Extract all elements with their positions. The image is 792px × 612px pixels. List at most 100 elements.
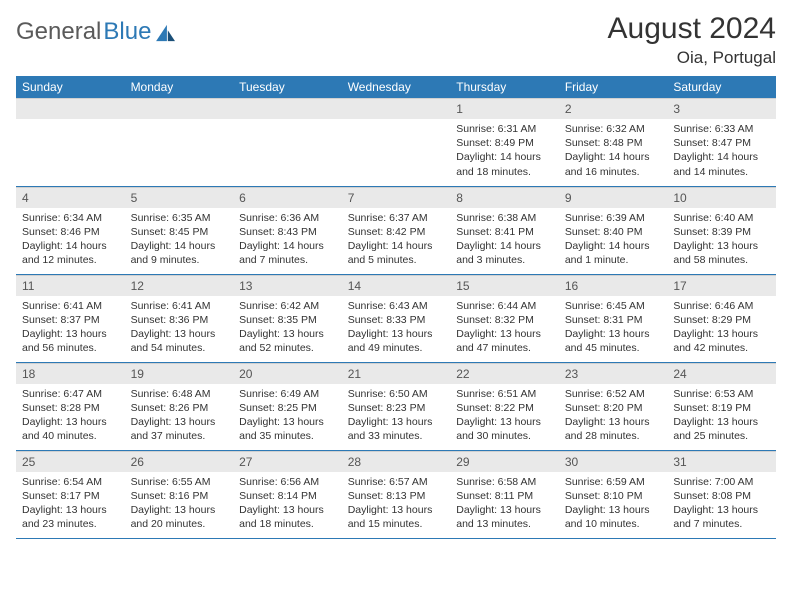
calendar-empty-cell bbox=[125, 98, 234, 186]
sunrise-text: Sunrise: 6:45 AM bbox=[565, 299, 662, 313]
sunrise-text: Sunrise: 6:48 AM bbox=[131, 387, 228, 401]
day-body: Sunrise: 6:47 AMSunset: 8:28 PMDaylight:… bbox=[16, 384, 125, 448]
sunset-text: Sunset: 8:45 PM bbox=[131, 225, 228, 239]
sunrise-text: Sunrise: 6:56 AM bbox=[239, 475, 336, 489]
calendar-body: 1Sunrise: 6:31 AMSunset: 8:49 PMDaylight… bbox=[16, 98, 776, 538]
daylight-text: Daylight: 13 hours and 10 minutes. bbox=[565, 503, 662, 531]
day-number: 16 bbox=[559, 275, 668, 296]
calendar-day-cell: 19Sunrise: 6:48 AMSunset: 8:26 PMDayligh… bbox=[125, 362, 234, 450]
calendar-day-cell: 29Sunrise: 6:58 AMSunset: 8:11 PMDayligh… bbox=[450, 450, 559, 538]
sunset-text: Sunset: 8:22 PM bbox=[456, 401, 553, 415]
calendar-empty-cell bbox=[16, 98, 125, 186]
calendar-day-cell: 13Sunrise: 6:42 AMSunset: 8:35 PMDayligh… bbox=[233, 274, 342, 362]
day-body: Sunrise: 6:31 AMSunset: 8:49 PMDaylight:… bbox=[450, 119, 559, 183]
sunset-text: Sunset: 8:26 PM bbox=[131, 401, 228, 415]
daylight-text: Daylight: 14 hours and 18 minutes. bbox=[456, 150, 553, 178]
day-number: 4 bbox=[16, 187, 125, 208]
calendar-day-cell: 14Sunrise: 6:43 AMSunset: 8:33 PMDayligh… bbox=[342, 274, 451, 362]
daylight-text: Daylight: 13 hours and 18 minutes. bbox=[239, 503, 336, 531]
day-number: 19 bbox=[125, 363, 234, 384]
weekday-header: Friday bbox=[559, 76, 668, 98]
sunset-text: Sunset: 8:14 PM bbox=[239, 489, 336, 503]
sunset-text: Sunset: 8:08 PM bbox=[673, 489, 770, 503]
calendar-day-cell: 9Sunrise: 6:39 AMSunset: 8:40 PMDaylight… bbox=[559, 186, 668, 274]
calendar-day-cell: 4Sunrise: 6:34 AMSunset: 8:46 PMDaylight… bbox=[16, 186, 125, 274]
day-number: 12 bbox=[125, 275, 234, 296]
calendar-day-cell: 11Sunrise: 6:41 AMSunset: 8:37 PMDayligh… bbox=[16, 274, 125, 362]
page-title: August 2024 bbox=[608, 12, 776, 46]
day-body: Sunrise: 6:58 AMSunset: 8:11 PMDaylight:… bbox=[450, 472, 559, 536]
day-number: 31 bbox=[667, 451, 776, 472]
day-number bbox=[125, 98, 234, 119]
calendar-day-cell: 2Sunrise: 6:32 AMSunset: 8:48 PMDaylight… bbox=[559, 98, 668, 186]
weekday-header: Saturday bbox=[667, 76, 776, 98]
sunrise-text: Sunrise: 6:39 AM bbox=[565, 211, 662, 225]
day-body: Sunrise: 6:36 AMSunset: 8:43 PMDaylight:… bbox=[233, 208, 342, 272]
day-body: Sunrise: 6:40 AMSunset: 8:39 PMDaylight:… bbox=[667, 208, 776, 272]
daylight-text: Daylight: 14 hours and 7 minutes. bbox=[239, 239, 336, 267]
day-number: 1 bbox=[450, 98, 559, 119]
daylight-text: Daylight: 13 hours and 37 minutes. bbox=[131, 415, 228, 443]
day-number: 21 bbox=[342, 363, 451, 384]
calendar-day-cell: 25Sunrise: 6:54 AMSunset: 8:17 PMDayligh… bbox=[16, 450, 125, 538]
day-body: Sunrise: 6:50 AMSunset: 8:23 PMDaylight:… bbox=[342, 384, 451, 448]
calendar-day-cell: 31Sunrise: 7:00 AMSunset: 8:08 PMDayligh… bbox=[667, 450, 776, 538]
day-body: Sunrise: 6:33 AMSunset: 8:47 PMDaylight:… bbox=[667, 119, 776, 183]
weekday-header: Wednesday bbox=[342, 76, 451, 98]
sunrise-text: Sunrise: 6:31 AM bbox=[456, 122, 553, 136]
day-body: Sunrise: 6:44 AMSunset: 8:32 PMDaylight:… bbox=[450, 296, 559, 360]
daylight-text: Daylight: 13 hours and 20 minutes. bbox=[131, 503, 228, 531]
sunset-text: Sunset: 8:39 PM bbox=[673, 225, 770, 239]
day-number: 23 bbox=[559, 363, 668, 384]
calendar-day-cell: 23Sunrise: 6:52 AMSunset: 8:20 PMDayligh… bbox=[559, 362, 668, 450]
weekday-header: Monday bbox=[125, 76, 234, 98]
sunset-text: Sunset: 8:10 PM bbox=[565, 489, 662, 503]
weekday-row: SundayMondayTuesdayWednesdayThursdayFrid… bbox=[16, 76, 776, 98]
day-body: Sunrise: 6:37 AMSunset: 8:42 PMDaylight:… bbox=[342, 208, 451, 272]
daylight-text: Daylight: 14 hours and 5 minutes. bbox=[348, 239, 445, 267]
calendar-day-cell: 16Sunrise: 6:45 AMSunset: 8:31 PMDayligh… bbox=[559, 274, 668, 362]
calendar-day-cell: 30Sunrise: 6:59 AMSunset: 8:10 PMDayligh… bbox=[559, 450, 668, 538]
sunrise-text: Sunrise: 6:51 AM bbox=[456, 387, 553, 401]
sunset-text: Sunset: 8:49 PM bbox=[456, 136, 553, 150]
sunrise-text: Sunrise: 6:58 AM bbox=[456, 475, 553, 489]
daylight-text: Daylight: 14 hours and 12 minutes. bbox=[22, 239, 119, 267]
daylight-text: Daylight: 13 hours and 45 minutes. bbox=[565, 327, 662, 355]
daylight-text: Daylight: 13 hours and 42 minutes. bbox=[673, 327, 770, 355]
daylight-text: Daylight: 14 hours and 9 minutes. bbox=[131, 239, 228, 267]
daylight-text: Daylight: 14 hours and 1 minute. bbox=[565, 239, 662, 267]
calendar-day-cell: 15Sunrise: 6:44 AMSunset: 8:32 PMDayligh… bbox=[450, 274, 559, 362]
day-body: Sunrise: 6:59 AMSunset: 8:10 PMDaylight:… bbox=[559, 472, 668, 536]
brand-sail-icon bbox=[155, 24, 177, 42]
day-number: 13 bbox=[233, 275, 342, 296]
day-body: Sunrise: 6:46 AMSunset: 8:29 PMDaylight:… bbox=[667, 296, 776, 360]
sunrise-text: Sunrise: 6:46 AM bbox=[673, 299, 770, 313]
day-number: 25 bbox=[16, 451, 125, 472]
sunset-text: Sunset: 8:46 PM bbox=[22, 225, 119, 239]
sunrise-text: Sunrise: 6:53 AM bbox=[673, 387, 770, 401]
day-number: 26 bbox=[125, 451, 234, 472]
calendar-day-cell: 6Sunrise: 6:36 AMSunset: 8:43 PMDaylight… bbox=[233, 186, 342, 274]
day-body: Sunrise: 6:32 AMSunset: 8:48 PMDaylight:… bbox=[559, 119, 668, 183]
day-body: Sunrise: 6:52 AMSunset: 8:20 PMDaylight:… bbox=[559, 384, 668, 448]
weekday-header: Sunday bbox=[16, 76, 125, 98]
calendar-week-row: 18Sunrise: 6:47 AMSunset: 8:28 PMDayligh… bbox=[16, 362, 776, 450]
calendar-day-cell: 21Sunrise: 6:50 AMSunset: 8:23 PMDayligh… bbox=[342, 362, 451, 450]
sunset-text: Sunset: 8:17 PM bbox=[22, 489, 119, 503]
sunset-text: Sunset: 8:33 PM bbox=[348, 313, 445, 327]
sunrise-text: Sunrise: 6:54 AM bbox=[22, 475, 119, 489]
daylight-text: Daylight: 13 hours and 47 minutes. bbox=[456, 327, 553, 355]
sunset-text: Sunset: 8:41 PM bbox=[456, 225, 553, 239]
calendar-week-row: 4Sunrise: 6:34 AMSunset: 8:46 PMDaylight… bbox=[16, 186, 776, 274]
calendar-day-cell: 7Sunrise: 6:37 AMSunset: 8:42 PMDaylight… bbox=[342, 186, 451, 274]
sunset-text: Sunset: 8:28 PM bbox=[22, 401, 119, 415]
daylight-text: Daylight: 14 hours and 14 minutes. bbox=[673, 150, 770, 178]
sunset-text: Sunset: 8:20 PM bbox=[565, 401, 662, 415]
sunrise-text: Sunrise: 6:47 AM bbox=[22, 387, 119, 401]
calendar-day-cell: 3Sunrise: 6:33 AMSunset: 8:47 PMDaylight… bbox=[667, 98, 776, 186]
sunset-text: Sunset: 8:11 PM bbox=[456, 489, 553, 503]
day-number: 17 bbox=[667, 275, 776, 296]
calendar-head: SundayMondayTuesdayWednesdayThursdayFrid… bbox=[16, 76, 776, 98]
day-body: Sunrise: 6:48 AMSunset: 8:26 PMDaylight:… bbox=[125, 384, 234, 448]
day-number: 27 bbox=[233, 451, 342, 472]
